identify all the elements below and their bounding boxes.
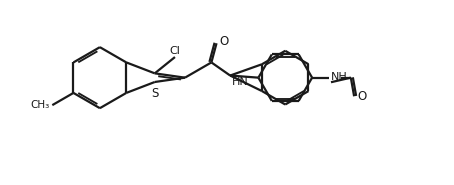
Text: Cl: Cl: [169, 46, 180, 56]
Text: HN: HN: [232, 77, 249, 87]
Text: O: O: [219, 35, 229, 48]
Text: O: O: [357, 90, 366, 103]
Text: NH: NH: [331, 72, 347, 82]
Text: S: S: [151, 88, 158, 100]
Text: CH₃: CH₃: [30, 100, 50, 110]
